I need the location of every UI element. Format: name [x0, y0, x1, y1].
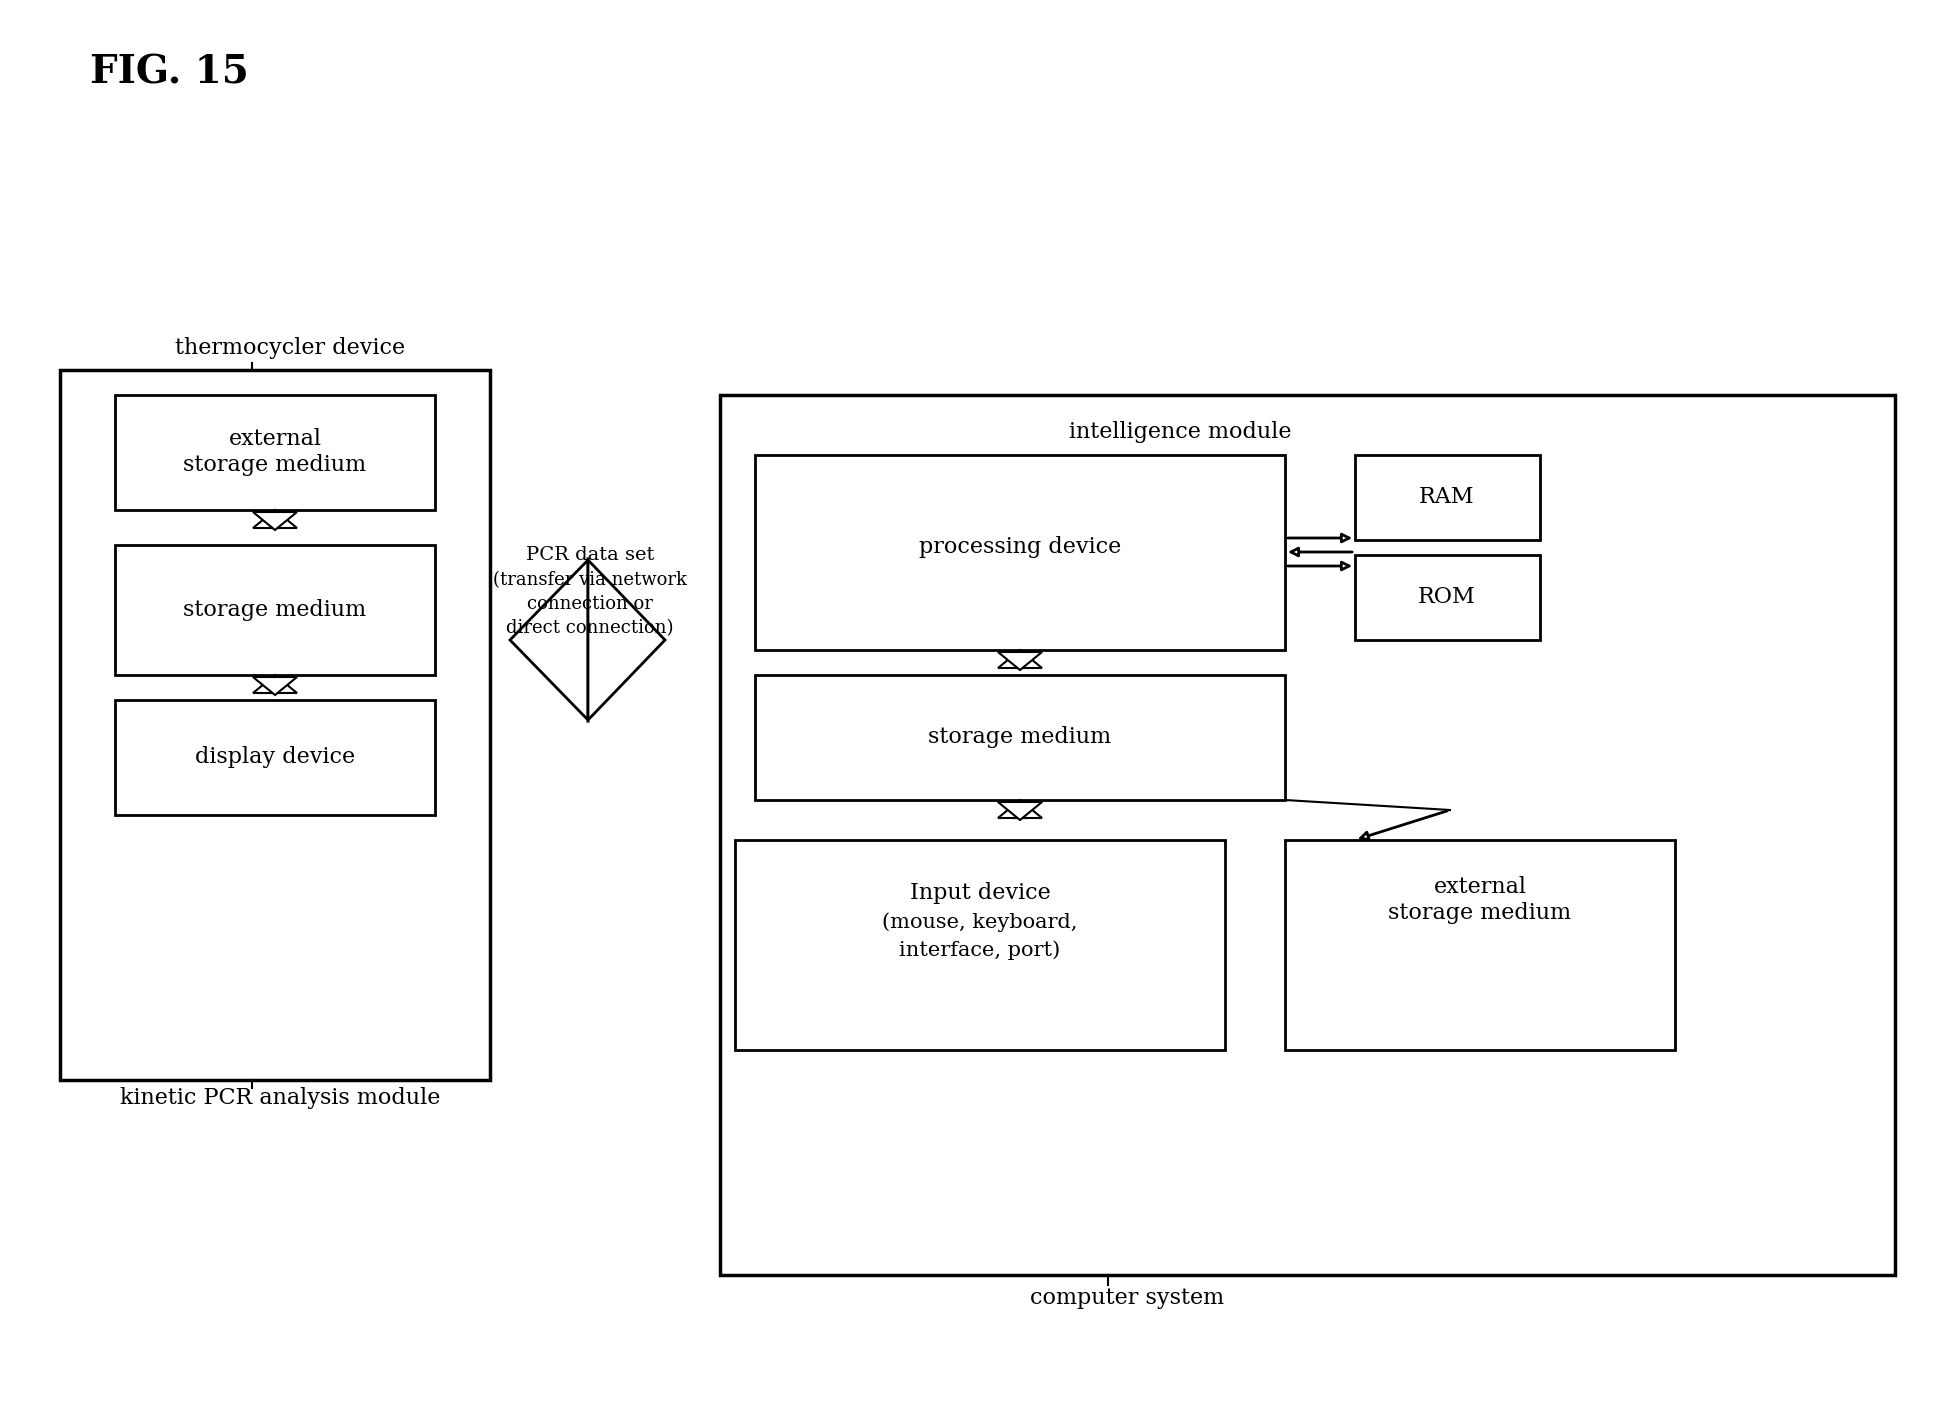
Bar [1354, 555, 1539, 640]
Text: thermocycler device: thermocycler device [175, 337, 405, 359]
Text: intelligence module: intelligence module [1068, 421, 1292, 444]
Bar [754, 674, 1284, 801]
Bar [1013, 802, 1025, 818]
Polygon shape [997, 802, 1042, 820]
Text: interface, port): interface, port) [898, 939, 1060, 959]
Polygon shape [253, 674, 296, 693]
Text: RAM: RAM [1418, 486, 1475, 509]
Bar [1354, 455, 1539, 540]
Text: connection or: connection or [526, 595, 653, 614]
Bar [734, 410, 1880, 955]
Bar [70, 536, 479, 1070]
Text: external
storage medium: external storage medium [1387, 876, 1570, 924]
Bar [60, 370, 489, 1080]
Polygon shape [997, 650, 1042, 667]
Text: storage medium: storage medium [183, 599, 366, 621]
Bar [754, 455, 1284, 650]
Polygon shape [253, 677, 296, 694]
Text: ROM: ROM [1418, 587, 1475, 608]
Text: external
storage medium: external storage medium [183, 428, 366, 476]
Bar [1013, 652, 1025, 667]
Polygon shape [588, 560, 664, 720]
Bar [269, 512, 281, 529]
Polygon shape [253, 510, 296, 529]
Polygon shape [997, 801, 1042, 818]
Text: (mouse, keyboard,: (mouse, keyboard, [882, 913, 1077, 932]
Text: processing device: processing device [918, 536, 1120, 558]
Polygon shape [510, 560, 588, 720]
Bar [115, 546, 434, 674]
Text: kinetic PCR analysis module: kinetic PCR analysis module [121, 1087, 440, 1110]
Text: direct connection): direct connection) [506, 619, 674, 638]
Bar [115, 700, 434, 815]
Text: display device: display device [195, 745, 355, 768]
Text: Input device: Input device [910, 881, 1050, 904]
Bar [719, 395, 1893, 1275]
Text: computer system: computer system [1029, 1287, 1223, 1309]
Bar [734, 840, 1225, 1050]
Polygon shape [997, 652, 1042, 670]
Text: (transfer via network: (transfer via network [493, 571, 686, 589]
Text: storage medium: storage medium [927, 726, 1110, 748]
Bar [115, 395, 434, 510]
Bar [1284, 840, 1673, 1050]
Polygon shape [253, 512, 296, 530]
Text: FIG. 15: FIG. 15 [90, 52, 249, 91]
Text: PCR data set: PCR data set [526, 546, 655, 564]
Bar [269, 677, 281, 693]
